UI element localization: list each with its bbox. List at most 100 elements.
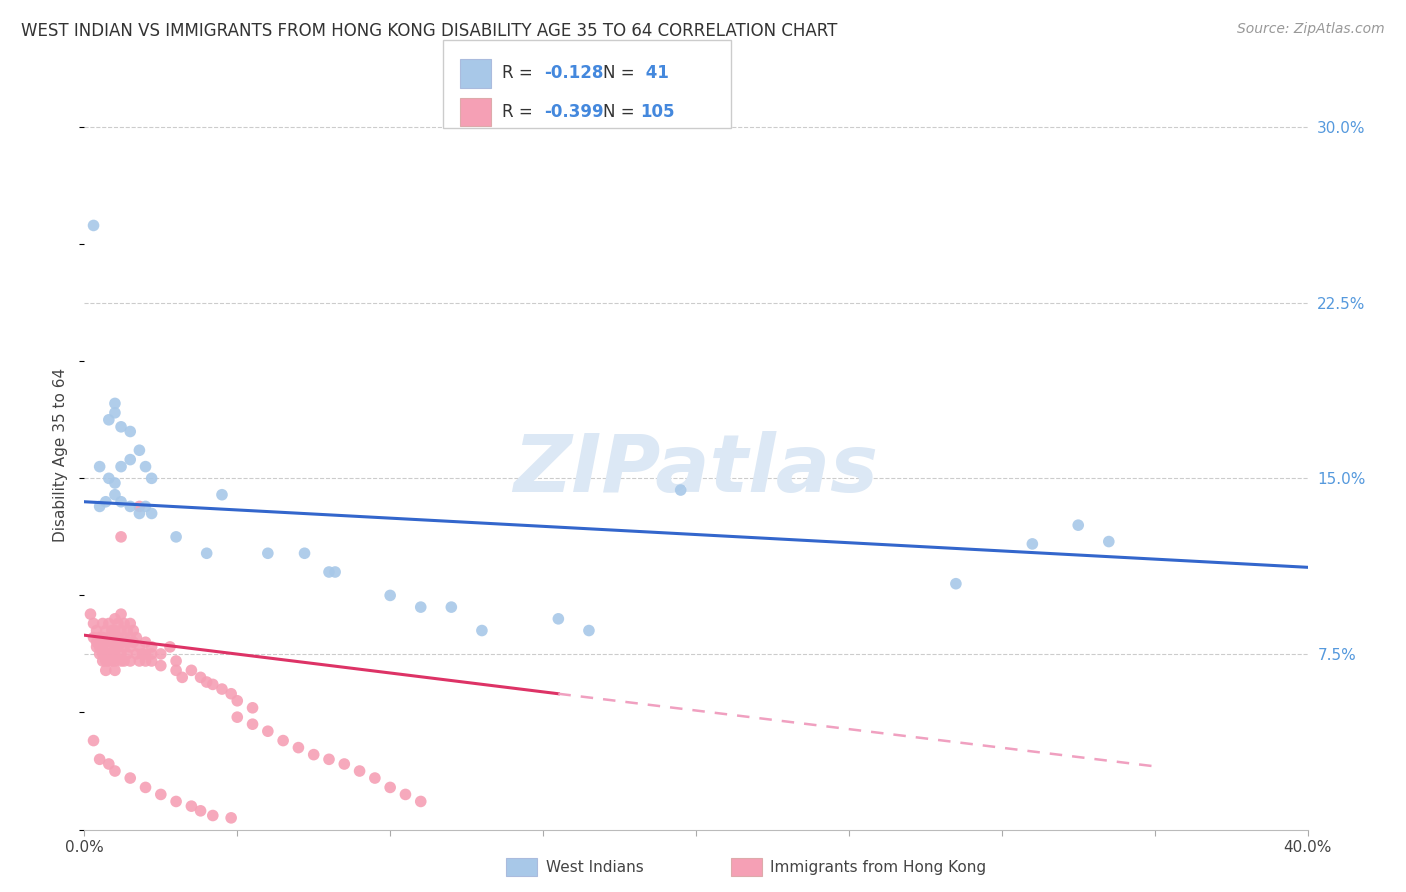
Point (110, 494, 132, 508)
Point (669, 483, 692, 497)
Point (211, 682, 233, 697)
Point (115, 624, 138, 638)
Point (104, 624, 127, 638)
Text: -0.399: -0.399 (544, 103, 603, 120)
Point (97, 631, 120, 645)
Point (128, 507, 150, 521)
Point (83, 631, 105, 645)
Point (120, 425, 142, 439)
Point (107, 640, 129, 654)
Point (128, 640, 150, 654)
Point (226, 710, 249, 724)
Point (107, 616, 129, 631)
Point (287, 740, 309, 755)
Point (112, 640, 135, 654)
Point (1021, 537, 1043, 551)
Point (165, 654, 187, 668)
Point (120, 771, 142, 785)
Point (135, 459, 157, 474)
Point (79, 607, 101, 621)
Point (112, 616, 135, 631)
Point (242, 717, 264, 731)
Point (122, 624, 145, 638)
Point (120, 640, 142, 654)
Point (294, 546, 316, 560)
Point (219, 687, 242, 701)
Point (104, 396, 127, 410)
Point (89, 640, 111, 654)
Point (141, 640, 163, 654)
Point (91, 654, 114, 668)
Point (110, 530, 132, 544)
Point (165, 530, 187, 544)
Y-axis label: Disability Age 35 to 64: Disability Age 35 to 64 (53, 368, 69, 542)
Point (578, 624, 600, 638)
Text: ZIPatlas: ZIPatlas (513, 431, 879, 509)
Point (128, 443, 150, 458)
Point (349, 764, 371, 778)
Point (323, 565, 346, 579)
Text: 41: 41 (640, 64, 669, 82)
Point (135, 647, 157, 661)
Point (112, 631, 135, 645)
Point (318, 565, 340, 579)
Point (104, 476, 127, 491)
Point (104, 488, 127, 502)
Point (110, 624, 132, 638)
Point (380, 780, 402, 795)
Point (165, 795, 187, 809)
Point (135, 780, 157, 795)
Point (120, 654, 142, 668)
Point (97, 654, 120, 668)
Point (89, 647, 111, 661)
Point (110, 635, 132, 649)
Point (86, 640, 108, 654)
Point (110, 420, 132, 434)
Text: R =: R = (502, 64, 538, 82)
Point (89, 752, 111, 766)
Point (115, 647, 138, 661)
Text: -0.128: -0.128 (544, 64, 603, 82)
Point (149, 788, 172, 802)
Point (257, 546, 280, 560)
Point (302, 747, 325, 762)
Point (115, 635, 138, 649)
Point (226, 694, 249, 708)
Point (135, 500, 157, 514)
Point (101, 635, 124, 649)
Point (211, 488, 233, 502)
Point (172, 670, 194, 684)
Point (409, 600, 432, 615)
Point (440, 600, 463, 615)
Point (120, 452, 142, 467)
Point (122, 635, 145, 649)
Point (120, 616, 142, 631)
Point (271, 733, 294, 747)
Point (195, 675, 218, 690)
Point (97, 413, 120, 427)
Point (141, 654, 163, 668)
Point (94, 654, 117, 668)
Point (83, 733, 105, 747)
Point (945, 576, 967, 591)
Point (94, 635, 117, 649)
Point (409, 795, 432, 809)
Point (101, 647, 124, 661)
Point (394, 788, 416, 802)
Point (149, 647, 172, 661)
Point (1067, 518, 1090, 533)
Point (547, 612, 569, 626)
Point (380, 589, 402, 603)
Point (128, 500, 150, 514)
Point (180, 799, 202, 814)
Text: Immigrants from Hong Kong: Immigrants from Hong Kong (770, 860, 987, 874)
Point (91, 640, 114, 654)
Point (97, 647, 120, 661)
Point (110, 607, 132, 621)
Point (97, 471, 120, 485)
Point (104, 631, 127, 645)
Point (110, 647, 132, 661)
Point (141, 647, 163, 661)
Point (86, 624, 108, 638)
Point (131, 647, 153, 661)
